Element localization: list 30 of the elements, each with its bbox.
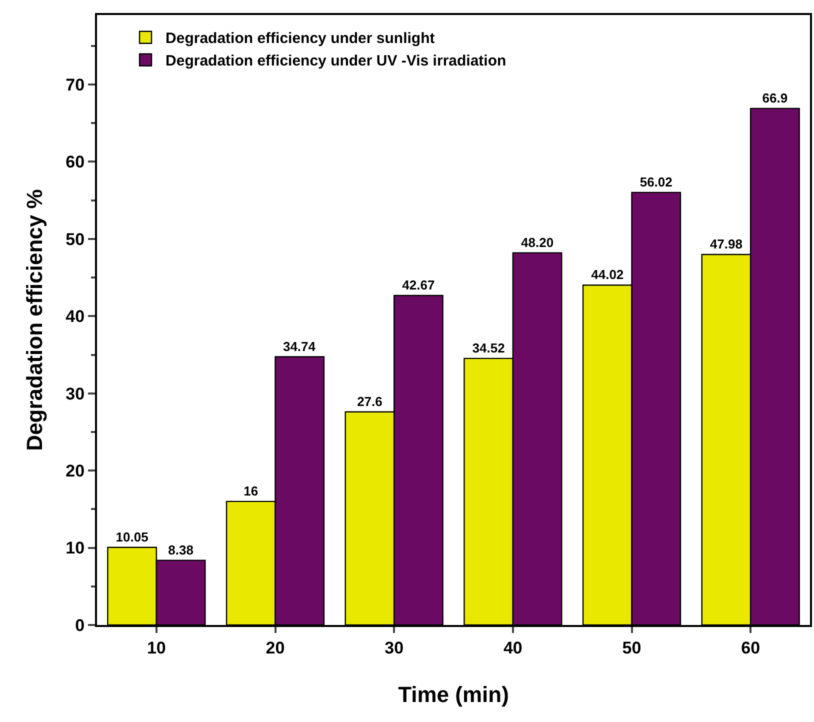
y-axis-title: Degradation efficiency % xyxy=(22,189,47,451)
data-label: 48.20 xyxy=(521,234,554,250)
data-label: 44.02 xyxy=(591,267,624,282)
y-tick-label: 30 xyxy=(66,384,85,404)
data-label: 42.67 xyxy=(402,278,435,293)
data-label: 66.9 xyxy=(762,90,788,106)
legend-label: Degradation efficiency under sunlight xyxy=(166,30,435,48)
data-label: 27.6 xyxy=(357,394,382,409)
x-tick-label: 20 xyxy=(266,638,285,658)
data-label: 56.02 xyxy=(640,174,672,190)
x-tick-label: 50 xyxy=(622,638,642,658)
y-tick-label: 10 xyxy=(66,538,85,558)
legend-label: Degradation efficiency under UV -Vis irradiation xyxy=(166,52,506,70)
x-tick-label: 10 xyxy=(146,638,166,658)
data-label: 10.05 xyxy=(116,529,148,544)
y-tick-label: 50 xyxy=(66,230,85,249)
x-tick-label: 40 xyxy=(503,638,522,658)
y-tick-label: 40 xyxy=(66,307,85,326)
data-label: 8.38 xyxy=(168,542,194,558)
x-axis-title: Time (min) xyxy=(398,682,509,707)
x-tick-label: 30 xyxy=(384,638,404,658)
y-tick-label: 70 xyxy=(66,75,85,94)
y-tick-label: 60 xyxy=(66,152,85,172)
data-label: 47.98 xyxy=(710,236,742,252)
y-tick-label: 20 xyxy=(66,462,85,481)
y-tick-label: 0 xyxy=(75,616,85,635)
data-label: 34.52 xyxy=(472,340,505,356)
x-tick-label: 60 xyxy=(741,638,760,658)
data-label: 34.74 xyxy=(282,338,316,354)
data-label: 16 xyxy=(244,483,258,498)
